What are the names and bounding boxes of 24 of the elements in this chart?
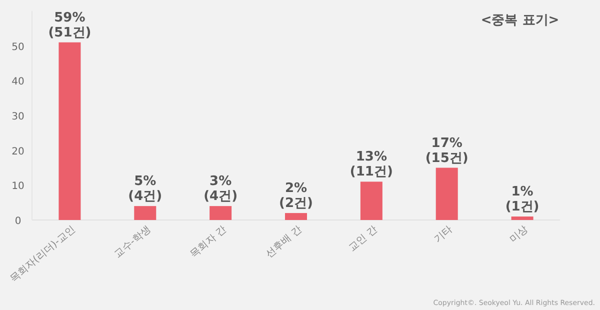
data-label: 5% (4건) — [128, 174, 162, 204]
annotation: <중복 표기> — [480, 13, 560, 28]
bar — [58, 42, 81, 220]
bar — [511, 216, 534, 220]
data-label: 1% (1건) — [505, 184, 540, 215]
x-tick-label: 기타 — [432, 224, 455, 246]
y-tick-label: 0 — [14, 216, 22, 227]
bar — [360, 182, 382, 220]
bar — [134, 206, 156, 220]
data-label: 59% (51건) — [48, 10, 92, 40]
bar — [436, 168, 458, 220]
x-tick-label: 미상 — [508, 224, 530, 246]
y-tick-label: 50 — [12, 42, 24, 53]
data-label: 2% (2건) — [279, 181, 313, 212]
y-tick-label: 30 — [12, 112, 24, 122]
y-tick-label: 10 — [12, 181, 24, 192]
data-label: 3% (4건) — [204, 174, 238, 204]
data-label: 17% (15건) — [425, 136, 468, 166]
y-tick-label: 40 — [12, 76, 24, 88]
y-tick-label: 20 — [12, 146, 24, 158]
bar — [210, 206, 232, 220]
x-tick-label: 교인 간 — [346, 224, 380, 254]
bar — [285, 213, 307, 220]
data-label: 13% (11건) — [350, 150, 393, 180]
